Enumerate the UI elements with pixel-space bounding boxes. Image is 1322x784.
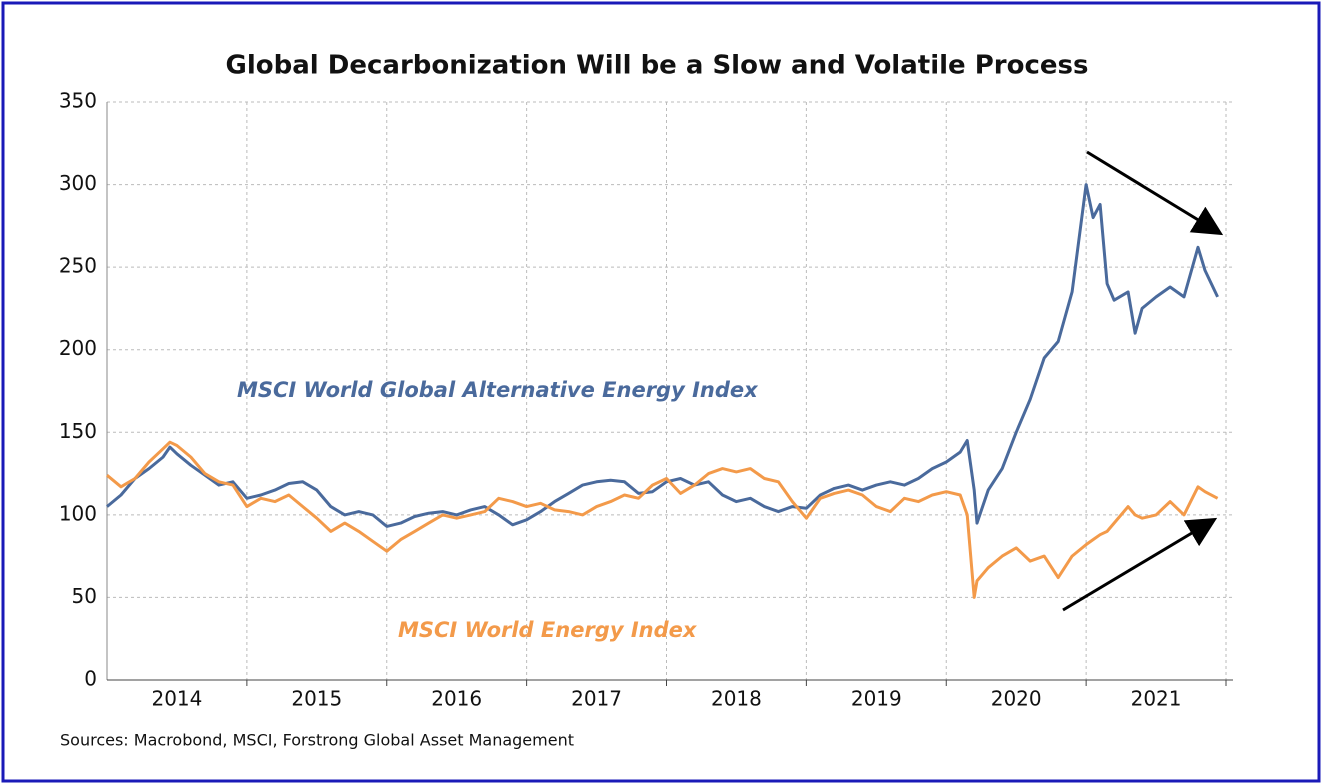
x-tick-label: 2015: [291, 687, 342, 711]
y-tick-label: 50: [72, 584, 97, 608]
trend-arrow: [1086, 150, 1224, 236]
y-tick-label: 0: [84, 667, 97, 691]
source-note: Sources: Macrobond, MSCI, Forstrong Glob…: [60, 731, 574, 750]
x-tick-label: 2019: [851, 687, 902, 711]
x-tick-label: 2014: [151, 687, 202, 711]
y-tick-label: 150: [59, 419, 97, 443]
x-tick-label: 2016: [431, 687, 482, 711]
y-tick-label: 350: [59, 89, 97, 113]
series-line: [106, 440, 1219, 599]
x-tick-label: 2017: [571, 687, 622, 711]
x-tick-label: 2020: [991, 687, 1042, 711]
y-tick-label: 100: [59, 501, 97, 525]
y-tick-label: 250: [59, 254, 97, 278]
y-tick-label: 200: [59, 336, 97, 360]
x-tick-label: 2021: [1131, 687, 1182, 711]
series-label: MSCI World Global Alternative Energy Ind…: [237, 378, 759, 402]
chart-title: Global Decarbonization Will be a Slow an…: [226, 51, 1089, 81]
y-tick-label: 300: [59, 171, 97, 195]
x-tick-label: 2018: [711, 687, 762, 711]
trend-arrow: [1062, 517, 1218, 612]
series-label: MSCI World Energy Index: [398, 618, 698, 642]
